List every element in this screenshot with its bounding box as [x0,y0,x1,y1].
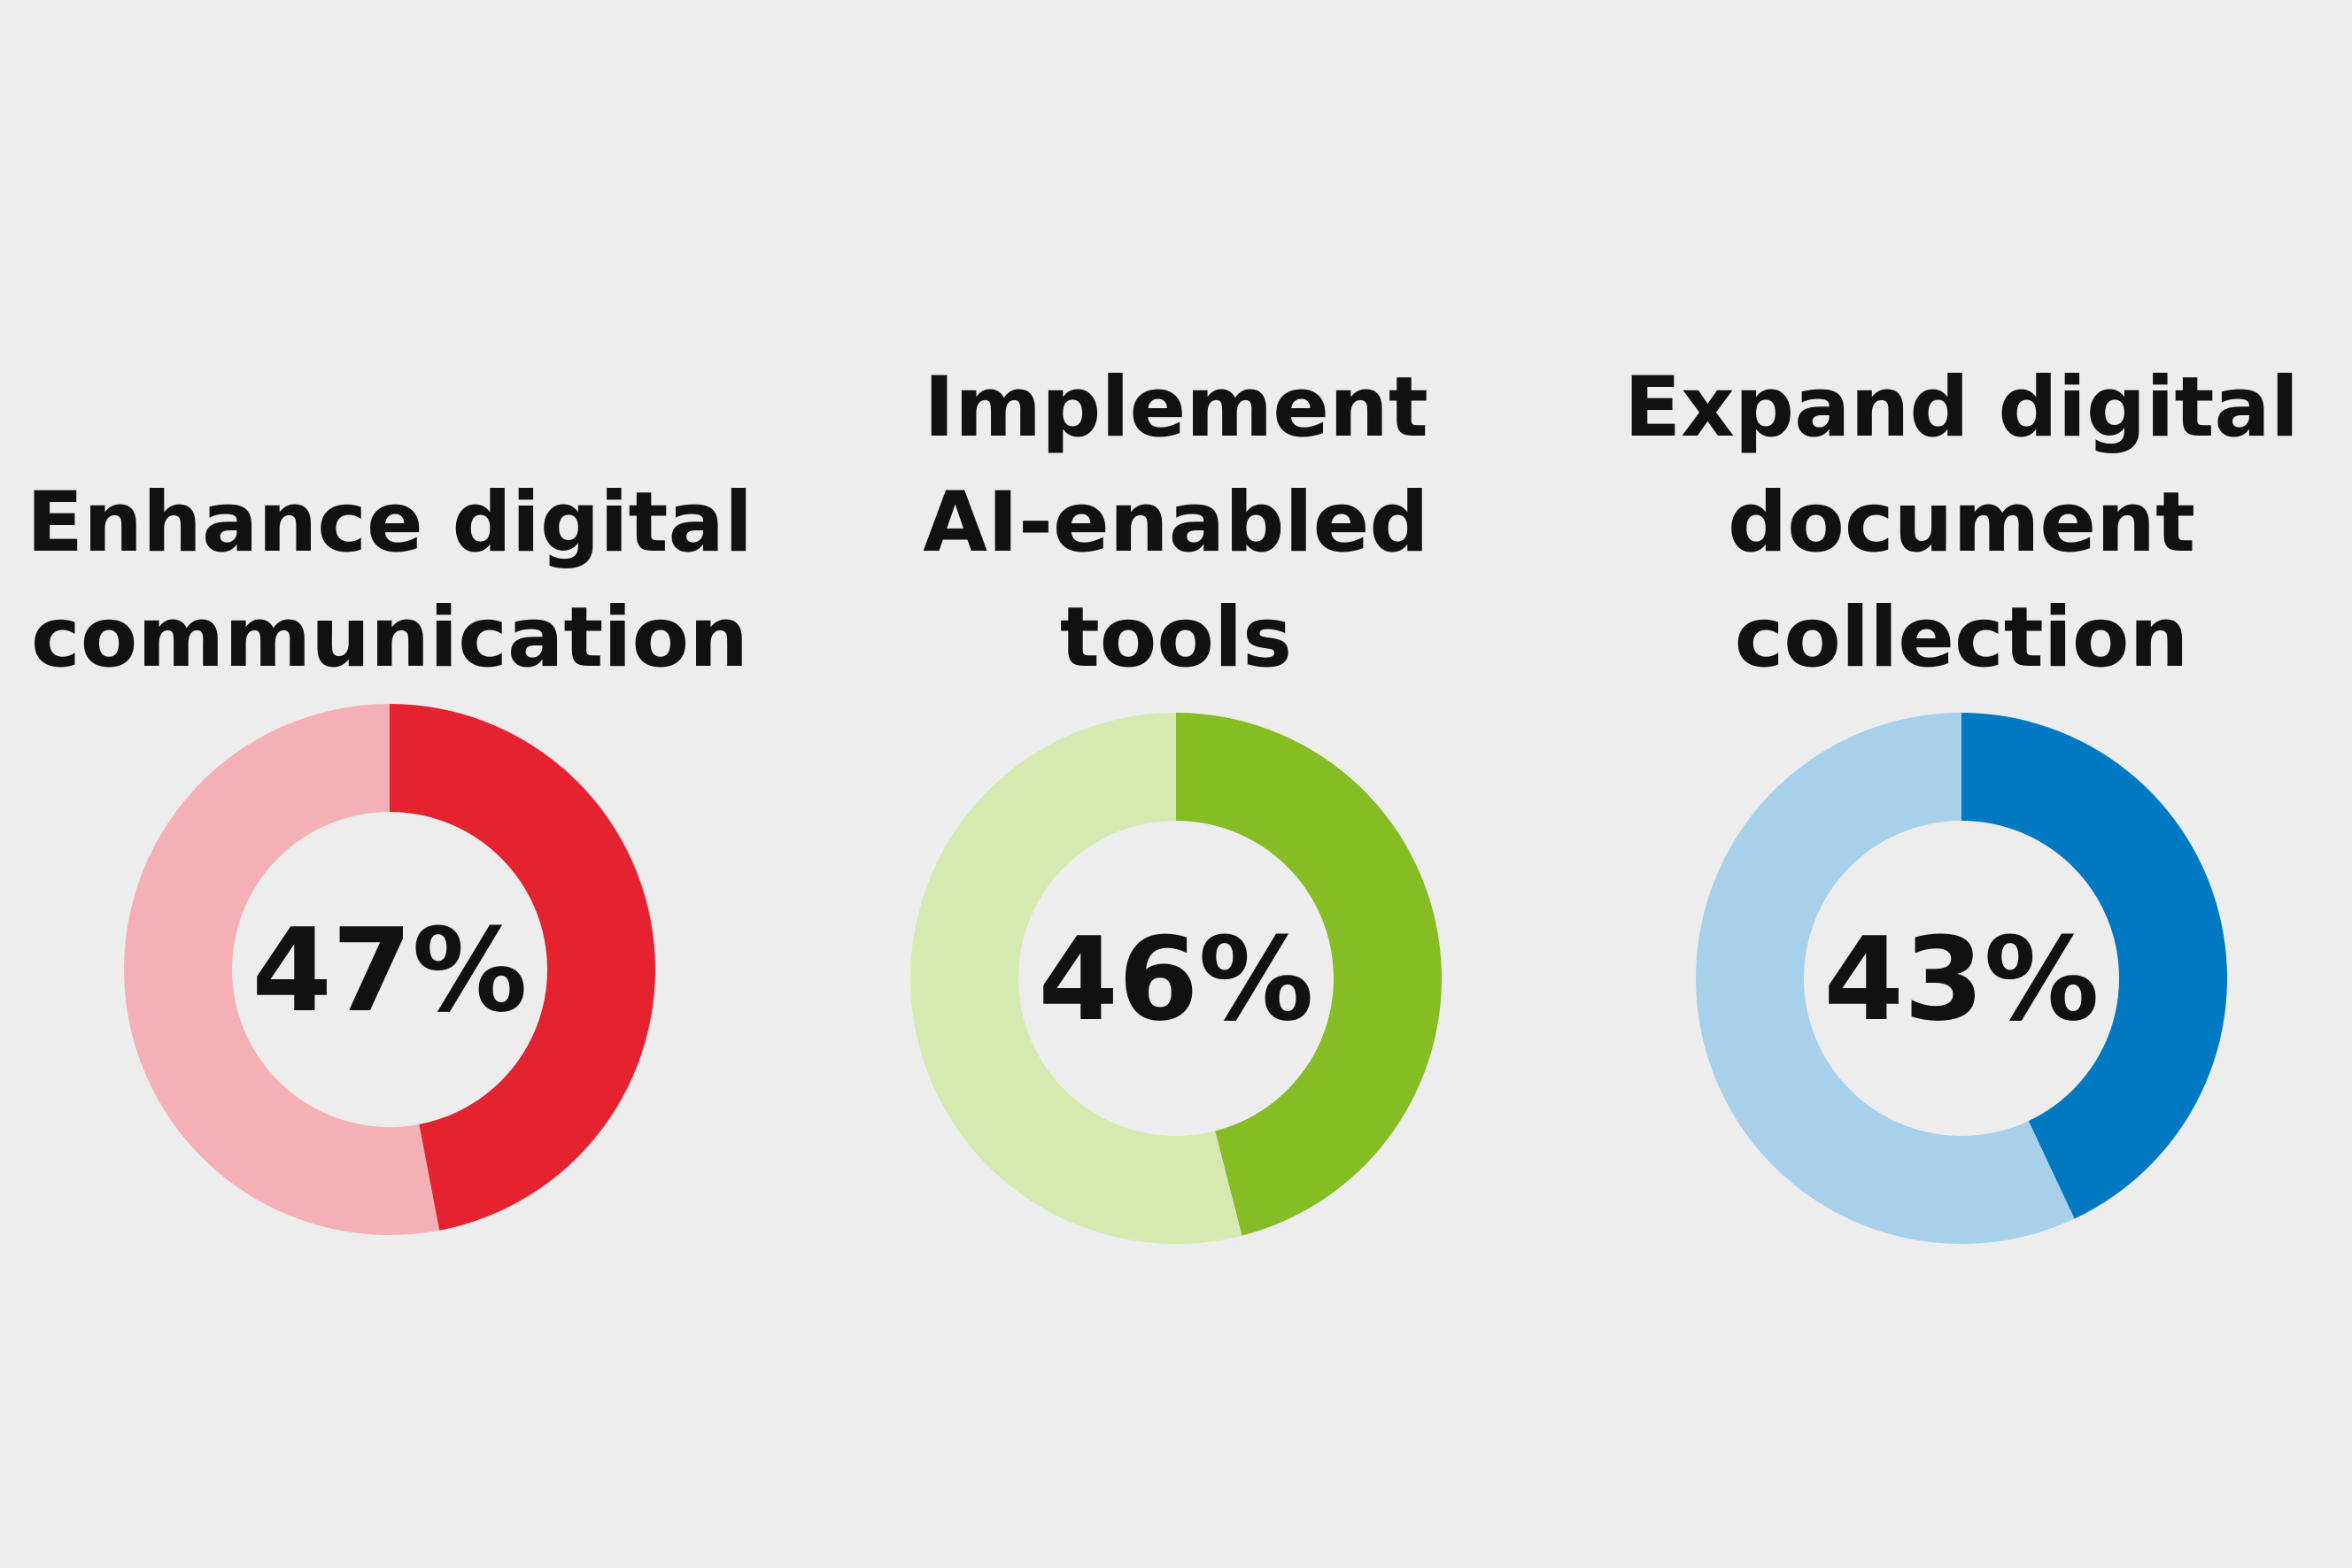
donut-remainder-slice [124,704,440,1235]
chart-title-line: Expand digital [1624,359,2299,456]
chart-title-line: communication [31,590,748,686]
chart-title-line: document [1728,475,2195,571]
chart-title-line: collection [1735,590,2189,686]
donut-chart-3: Expand digital document collection 43% [1624,359,2299,1244]
chart-title-line: tools [1060,590,1292,686]
donut-chart-2: Implement AI-enabled tools 46% [909,359,1442,1244]
chart-title-line: AI-enabled [923,475,1428,571]
donut-value-slice [1176,713,1442,1236]
chart-title-line: Enhance digital [27,475,753,571]
donut-remainder-slice [909,713,1242,1244]
donut-value-label: 43% [1823,912,2099,1047]
chart-title-line: Implement [924,359,1428,456]
donut-remainder-slice [1696,713,2075,1244]
donut-value-slice [1961,713,2227,1219]
donut-chart-1: Enhance digital communication 47% [27,475,753,1235]
donut-value-label: 47% [251,903,527,1038]
donut-value-slice [390,704,656,1231]
donut-value-label: 46% [1038,912,1313,1047]
